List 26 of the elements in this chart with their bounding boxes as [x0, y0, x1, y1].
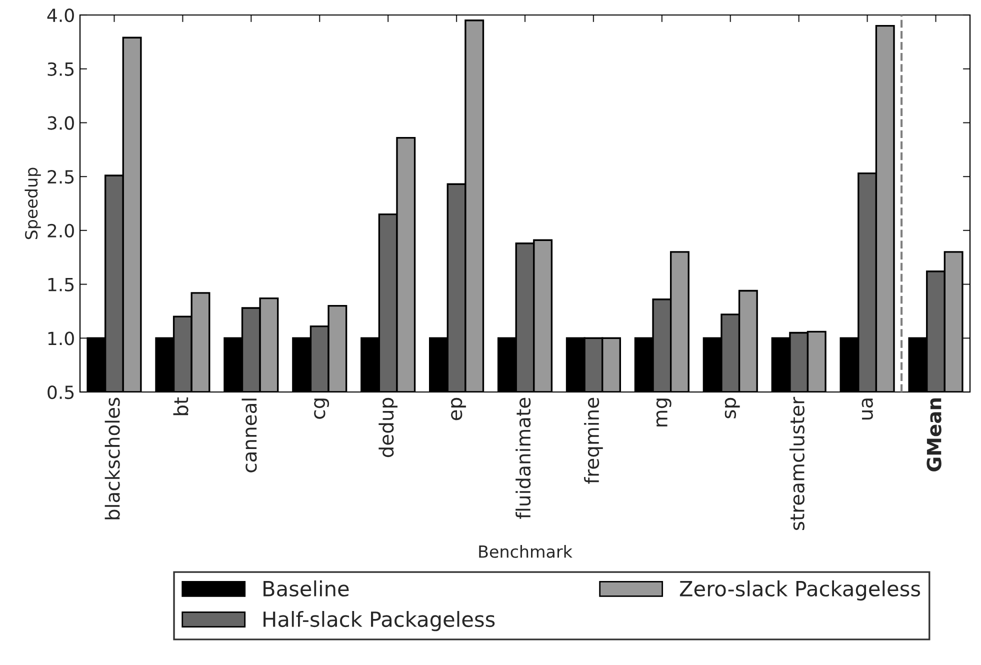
x-tick-label: fluidanimate — [516, 398, 531, 519]
y-tick-label: 4.0 — [47, 8, 74, 22]
x-tick-label: sp — [724, 398, 740, 418]
y-tick-label: 3.5 — [48, 62, 74, 76]
x-tick-label: streamcluster — [789, 396, 804, 530]
x-tick-label: GMean — [926, 398, 942, 472]
x-tick-label: dedup — [378, 398, 398, 458]
x-tick-label: mg — [656, 398, 672, 426]
x-tick-label: ua — [862, 398, 873, 420]
y-tick-label: 2.0 — [48, 224, 74, 238]
x-tick-label: blackscholes — [104, 398, 120, 520]
x-tick-label: freqmine — [584, 398, 603, 484]
legend-label: Zero-slack Packageless — [680, 580, 920, 601]
y-tick-label: 0.5 — [48, 385, 74, 400]
x-tick-label: bt — [173, 397, 188, 416]
y-axis-title: Speedup — [24, 168, 41, 240]
x-axis-title: Benchmark — [479, 545, 572, 558]
y-tick-label: 2.5 — [48, 170, 74, 184]
legend-label: Half-slack Packageless — [264, 610, 495, 632]
y-tick-label: 1.5 — [48, 278, 74, 292]
y-tick-label: 1.0 — [48, 332, 74, 346]
y-tick-label: 3.0 — [48, 116, 74, 130]
x-tick-label: ep — [451, 398, 466, 420]
x-tick-label: cg — [314, 398, 330, 419]
legend-label: Baseline — [264, 580, 349, 597]
x-tick-label: canneal — [242, 398, 257, 472]
